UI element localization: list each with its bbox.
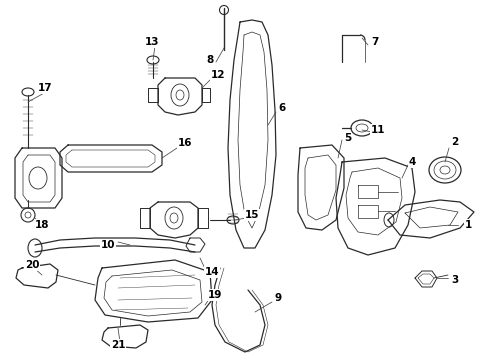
Text: 14: 14 xyxy=(205,267,220,277)
Text: 10: 10 xyxy=(101,240,115,250)
Text: 18: 18 xyxy=(35,220,49,230)
Text: 2: 2 xyxy=(451,137,459,147)
Text: 20: 20 xyxy=(25,260,39,270)
Text: 16: 16 xyxy=(178,138,192,148)
Text: 9: 9 xyxy=(274,293,282,303)
Text: 3: 3 xyxy=(451,275,459,285)
Text: 15: 15 xyxy=(245,210,259,220)
Text: 19: 19 xyxy=(208,290,222,300)
Text: 5: 5 xyxy=(344,133,352,143)
Text: 17: 17 xyxy=(38,83,52,93)
Text: 13: 13 xyxy=(145,37,159,47)
Text: 8: 8 xyxy=(206,55,214,65)
Text: 11: 11 xyxy=(371,125,385,135)
Text: 12: 12 xyxy=(211,70,225,80)
Text: 1: 1 xyxy=(465,220,472,230)
Text: 4: 4 xyxy=(408,157,416,167)
Text: 21: 21 xyxy=(111,340,125,350)
Text: 7: 7 xyxy=(371,37,379,47)
Text: 6: 6 xyxy=(278,103,286,113)
